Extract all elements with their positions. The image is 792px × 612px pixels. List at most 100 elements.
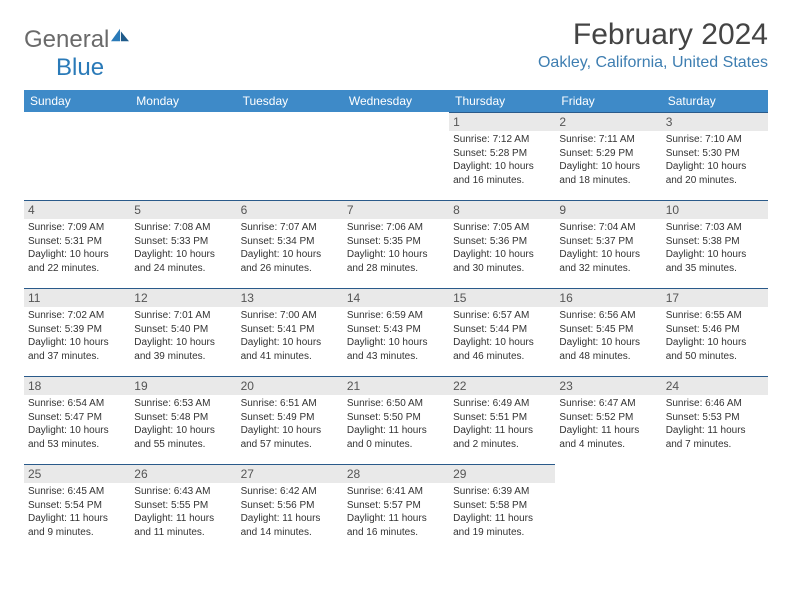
- sunrise-line: Sunrise: 6:56 AM: [559, 309, 657, 323]
- daylight-line: Daylight: 10 hours and 46 minutes.: [453, 336, 551, 363]
- daylight-line: Daylight: 10 hours and 28 minutes.: [347, 248, 445, 275]
- calendar-day-cell: 9Sunrise: 7:04 AMSunset: 5:37 PMDaylight…: [555, 200, 661, 288]
- daylight-line: Daylight: 10 hours and 24 minutes.: [134, 248, 232, 275]
- sunrise-line: Sunrise: 7:01 AM: [134, 309, 232, 323]
- calendar-day-cell: 27Sunrise: 6:42 AMSunset: 5:56 PMDayligh…: [237, 464, 343, 552]
- sunset-line: Sunset: 5:28 PM: [453, 147, 551, 161]
- sunset-line: Sunset: 5:51 PM: [453, 411, 551, 425]
- daylight-line: Daylight: 10 hours and 39 minutes.: [134, 336, 232, 363]
- daylight-line: Daylight: 10 hours and 32 minutes.: [559, 248, 657, 275]
- day-info: Sunrise: 6:51 AMSunset: 5:49 PMDaylight:…: [237, 395, 343, 455]
- day-number: 5: [130, 200, 236, 219]
- calendar-empty-cell: [343, 112, 449, 200]
- calendar-empty-cell: [24, 112, 130, 200]
- calendar-day-cell: 29Sunrise: 6:39 AMSunset: 5:58 PMDayligh…: [449, 464, 555, 552]
- sunrise-line: Sunrise: 7:02 AM: [28, 309, 126, 323]
- daylight-line: Daylight: 11 hours and 16 minutes.: [347, 512, 445, 539]
- daylight-line: Daylight: 10 hours and 43 minutes.: [347, 336, 445, 363]
- day-info: Sunrise: 6:43 AMSunset: 5:55 PMDaylight:…: [130, 483, 236, 543]
- month-title: February 2024: [538, 18, 768, 52]
- sunset-line: Sunset: 5:41 PM: [241, 323, 339, 337]
- calendar-week-row: 25Sunrise: 6:45 AMSunset: 5:54 PMDayligh…: [24, 464, 768, 552]
- day-number: 20: [237, 376, 343, 395]
- calendar-day-cell: 19Sunrise: 6:53 AMSunset: 5:48 PMDayligh…: [130, 376, 236, 464]
- daylight-line: Daylight: 11 hours and 2 minutes.: [453, 424, 551, 451]
- day-info: Sunrise: 6:56 AMSunset: 5:45 PMDaylight:…: [555, 307, 661, 367]
- calendar-body: 1Sunrise: 7:12 AMSunset: 5:28 PMDaylight…: [24, 112, 768, 552]
- title-block: February 2024 Oakley, California, United…: [538, 18, 768, 72]
- daylight-line: Daylight: 10 hours and 20 minutes.: [666, 160, 764, 187]
- daylight-line: Daylight: 10 hours and 48 minutes.: [559, 336, 657, 363]
- day-info: Sunrise: 7:06 AMSunset: 5:35 PMDaylight:…: [343, 219, 449, 279]
- day-info: Sunrise: 6:41 AMSunset: 5:57 PMDaylight:…: [343, 483, 449, 543]
- sunrise-line: Sunrise: 6:46 AM: [666, 397, 764, 411]
- sunset-line: Sunset: 5:33 PM: [134, 235, 232, 249]
- sunset-line: Sunset: 5:53 PM: [666, 411, 764, 425]
- weekday-header: Saturday: [662, 90, 768, 112]
- sunrise-line: Sunrise: 6:43 AM: [134, 485, 232, 499]
- weekday-header: Wednesday: [343, 90, 449, 112]
- calendar-day-cell: 23Sunrise: 6:47 AMSunset: 5:52 PMDayligh…: [555, 376, 661, 464]
- sunrise-line: Sunrise: 7:04 AM: [559, 221, 657, 235]
- calendar-empty-cell: [130, 112, 236, 200]
- daylight-line: Daylight: 11 hours and 9 minutes.: [28, 512, 126, 539]
- daylight-line: Daylight: 10 hours and 57 minutes.: [241, 424, 339, 451]
- daylight-line: Daylight: 11 hours and 11 minutes.: [134, 512, 232, 539]
- day-info: Sunrise: 7:04 AMSunset: 5:37 PMDaylight:…: [555, 219, 661, 279]
- logo-text-general: General: [24, 26, 109, 54]
- day-number: 21: [343, 376, 449, 395]
- calendar-week-row: 4Sunrise: 7:09 AMSunset: 5:31 PMDaylight…: [24, 200, 768, 288]
- sunset-line: Sunset: 5:31 PM: [28, 235, 126, 249]
- day-info: Sunrise: 7:05 AMSunset: 5:36 PMDaylight:…: [449, 219, 555, 279]
- sunrise-line: Sunrise: 6:47 AM: [559, 397, 657, 411]
- sunset-line: Sunset: 5:34 PM: [241, 235, 339, 249]
- sunset-line: Sunset: 5:46 PM: [666, 323, 764, 337]
- daylight-line: Daylight: 10 hours and 35 minutes.: [666, 248, 764, 275]
- calendar-table: SundayMondayTuesdayWednesdayThursdayFrid…: [24, 90, 768, 552]
- day-info: Sunrise: 6:39 AMSunset: 5:58 PMDaylight:…: [449, 483, 555, 543]
- day-info: Sunrise: 6:47 AMSunset: 5:52 PMDaylight:…: [555, 395, 661, 455]
- calendar-day-cell: 4Sunrise: 7:09 AMSunset: 5:31 PMDaylight…: [24, 200, 130, 288]
- sunrise-line: Sunrise: 7:06 AM: [347, 221, 445, 235]
- daylight-line: Daylight: 11 hours and 4 minutes.: [559, 424, 657, 451]
- daylight-line: Daylight: 10 hours and 22 minutes.: [28, 248, 126, 275]
- sunset-line: Sunset: 5:40 PM: [134, 323, 232, 337]
- sunrise-line: Sunrise: 7:00 AM: [241, 309, 339, 323]
- day-number: 10: [662, 200, 768, 219]
- daylight-line: Daylight: 10 hours and 41 minutes.: [241, 336, 339, 363]
- sunrise-line: Sunrise: 7:08 AM: [134, 221, 232, 235]
- sunset-line: Sunset: 5:56 PM: [241, 499, 339, 513]
- logo-text-blue: Blue: [56, 54, 104, 82]
- weekday-header: Sunday: [24, 90, 130, 112]
- calendar-day-cell: 20Sunrise: 6:51 AMSunset: 5:49 PMDayligh…: [237, 376, 343, 464]
- sunset-line: Sunset: 5:55 PM: [134, 499, 232, 513]
- day-number: 27: [237, 464, 343, 483]
- sunrise-line: Sunrise: 6:51 AM: [241, 397, 339, 411]
- daylight-line: Daylight: 11 hours and 14 minutes.: [241, 512, 339, 539]
- day-number: 28: [343, 464, 449, 483]
- daylight-line: Daylight: 10 hours and 30 minutes.: [453, 248, 551, 275]
- day-info: Sunrise: 6:42 AMSunset: 5:56 PMDaylight:…: [237, 483, 343, 543]
- calendar-week-row: 18Sunrise: 6:54 AMSunset: 5:47 PMDayligh…: [24, 376, 768, 464]
- sunset-line: Sunset: 5:58 PM: [453, 499, 551, 513]
- day-number: 1: [449, 112, 555, 131]
- day-number: 17: [662, 288, 768, 307]
- day-number: 23: [555, 376, 661, 395]
- sunset-line: Sunset: 5:36 PM: [453, 235, 551, 249]
- calendar-day-cell: 8Sunrise: 7:05 AMSunset: 5:36 PMDaylight…: [449, 200, 555, 288]
- calendar-day-cell: 5 Sunrise: 7:08 AMSunset: 5:33 PMDaylight…: [130, 200, 236, 288]
- calendar-day-cell: 24Sunrise: 6:46 AMSunset: 5:53 PMDayligh…: [662, 376, 768, 464]
- sunrise-line: Sunrise: 6:53 AM: [134, 397, 232, 411]
- day-info: Sunrise: 7:10 AMSunset: 5:30 PMDaylight:…: [662, 131, 768, 191]
- calendar-page: General February 2024 Oakley, California…: [0, 0, 792, 570]
- calendar-day-cell: 12Sunrise: 7:01 AMSunset: 5:40 PMDayligh…: [130, 288, 236, 376]
- weekday-header: Friday: [555, 90, 661, 112]
- calendar-empty-cell: [555, 464, 661, 552]
- sunset-line: Sunset: 5:54 PM: [28, 499, 126, 513]
- day-info: Sunrise: 6:54 AMSunset: 5:47 PMDaylight:…: [24, 395, 130, 455]
- daylight-line: Daylight: 10 hours and 16 minutes.: [453, 160, 551, 187]
- calendar-day-cell: 1Sunrise: 7:12 AMSunset: 5:28 PMDaylight…: [449, 112, 555, 200]
- day-number: 29: [449, 464, 555, 483]
- sunrise-line: Sunrise: 6:57 AM: [453, 309, 551, 323]
- day-number: 3: [662, 112, 768, 131]
